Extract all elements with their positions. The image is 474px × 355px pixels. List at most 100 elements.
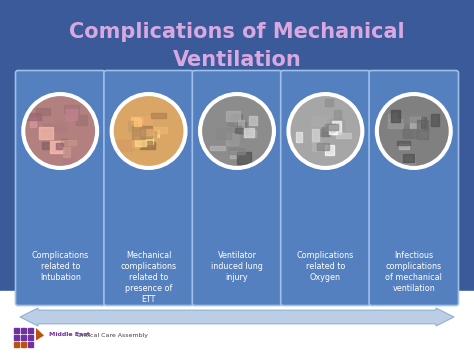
Bar: [329, 125, 336, 131]
Bar: [322, 126, 329, 136]
Bar: [317, 143, 329, 150]
Bar: [332, 121, 340, 134]
Bar: [64, 105, 79, 113]
Polygon shape: [36, 328, 44, 340]
Bar: [21, 335, 26, 340]
Text: Ventilation: Ventilation: [173, 50, 301, 70]
Bar: [134, 118, 141, 126]
Bar: [63, 155, 71, 164]
Circle shape: [377, 95, 450, 167]
Bar: [36, 109, 50, 115]
Bar: [21, 342, 26, 347]
Bar: [296, 132, 302, 142]
Bar: [237, 122, 246, 133]
Bar: [217, 129, 231, 139]
Bar: [140, 126, 152, 138]
Bar: [151, 113, 165, 118]
Text: Complications
related to
Oxygen: Complications related to Oxygen: [297, 251, 354, 282]
Bar: [397, 141, 410, 145]
Bar: [28, 335, 33, 340]
Bar: [402, 126, 412, 135]
Bar: [56, 143, 63, 149]
Bar: [140, 142, 155, 149]
Bar: [388, 119, 403, 128]
Bar: [135, 137, 146, 146]
Text: Critical Care Assembly: Critical Care Assembly: [75, 333, 148, 338]
Bar: [417, 130, 428, 139]
Bar: [56, 124, 67, 133]
Bar: [140, 131, 156, 137]
Text: Mechanical
complications
related to
presence of
ETT: Mechanical complications related to pres…: [120, 251, 177, 304]
Bar: [21, 328, 26, 333]
Bar: [28, 328, 33, 333]
Text: Infectious
complications
of mechanical
ventilation: Infectious complications of mechanical v…: [385, 251, 442, 293]
Bar: [403, 114, 419, 122]
Circle shape: [112, 95, 185, 167]
Bar: [325, 124, 335, 132]
Bar: [414, 127, 425, 139]
Circle shape: [22, 93, 99, 169]
Bar: [337, 133, 351, 137]
Bar: [0, 291, 474, 355]
Bar: [226, 111, 240, 121]
Bar: [312, 129, 319, 141]
FancyBboxPatch shape: [281, 71, 370, 306]
Bar: [151, 127, 167, 133]
Bar: [334, 110, 341, 119]
Bar: [230, 126, 241, 132]
Bar: [235, 129, 249, 133]
Bar: [118, 140, 133, 151]
Circle shape: [289, 95, 362, 167]
Bar: [39, 127, 53, 139]
Bar: [410, 131, 426, 136]
Bar: [388, 114, 396, 121]
Bar: [402, 129, 417, 138]
Bar: [28, 342, 33, 347]
Bar: [410, 117, 423, 129]
Bar: [42, 142, 50, 149]
Bar: [399, 144, 409, 149]
Bar: [145, 141, 152, 148]
Bar: [244, 130, 256, 137]
Bar: [63, 147, 70, 157]
Bar: [228, 135, 239, 143]
Bar: [329, 125, 337, 135]
Bar: [431, 114, 439, 126]
Bar: [61, 141, 76, 145]
Bar: [311, 116, 326, 126]
Bar: [131, 117, 143, 122]
Bar: [229, 148, 245, 154]
Bar: [128, 121, 137, 131]
Bar: [312, 142, 322, 151]
FancyBboxPatch shape: [104, 71, 193, 306]
Bar: [238, 120, 244, 132]
Bar: [237, 152, 251, 164]
Bar: [30, 118, 36, 127]
Bar: [55, 126, 65, 130]
Bar: [132, 140, 141, 147]
Bar: [140, 116, 152, 127]
Bar: [325, 99, 333, 106]
Bar: [249, 115, 256, 125]
Bar: [0, 0, 474, 291]
Bar: [420, 117, 426, 128]
Bar: [44, 124, 56, 131]
Polygon shape: [20, 308, 454, 326]
Circle shape: [199, 93, 275, 169]
Bar: [132, 126, 146, 139]
Bar: [403, 154, 414, 162]
Bar: [230, 127, 240, 132]
Bar: [417, 120, 428, 130]
Bar: [230, 152, 238, 158]
Text: Middle East: Middle East: [49, 333, 90, 338]
Circle shape: [375, 93, 452, 169]
Bar: [319, 129, 333, 133]
Bar: [146, 154, 153, 159]
FancyBboxPatch shape: [369, 71, 458, 306]
Circle shape: [110, 93, 187, 169]
FancyBboxPatch shape: [192, 71, 282, 306]
Text: Complications of Mechanical: Complications of Mechanical: [69, 22, 405, 42]
Bar: [148, 130, 159, 137]
Bar: [27, 113, 41, 120]
Bar: [320, 132, 330, 136]
